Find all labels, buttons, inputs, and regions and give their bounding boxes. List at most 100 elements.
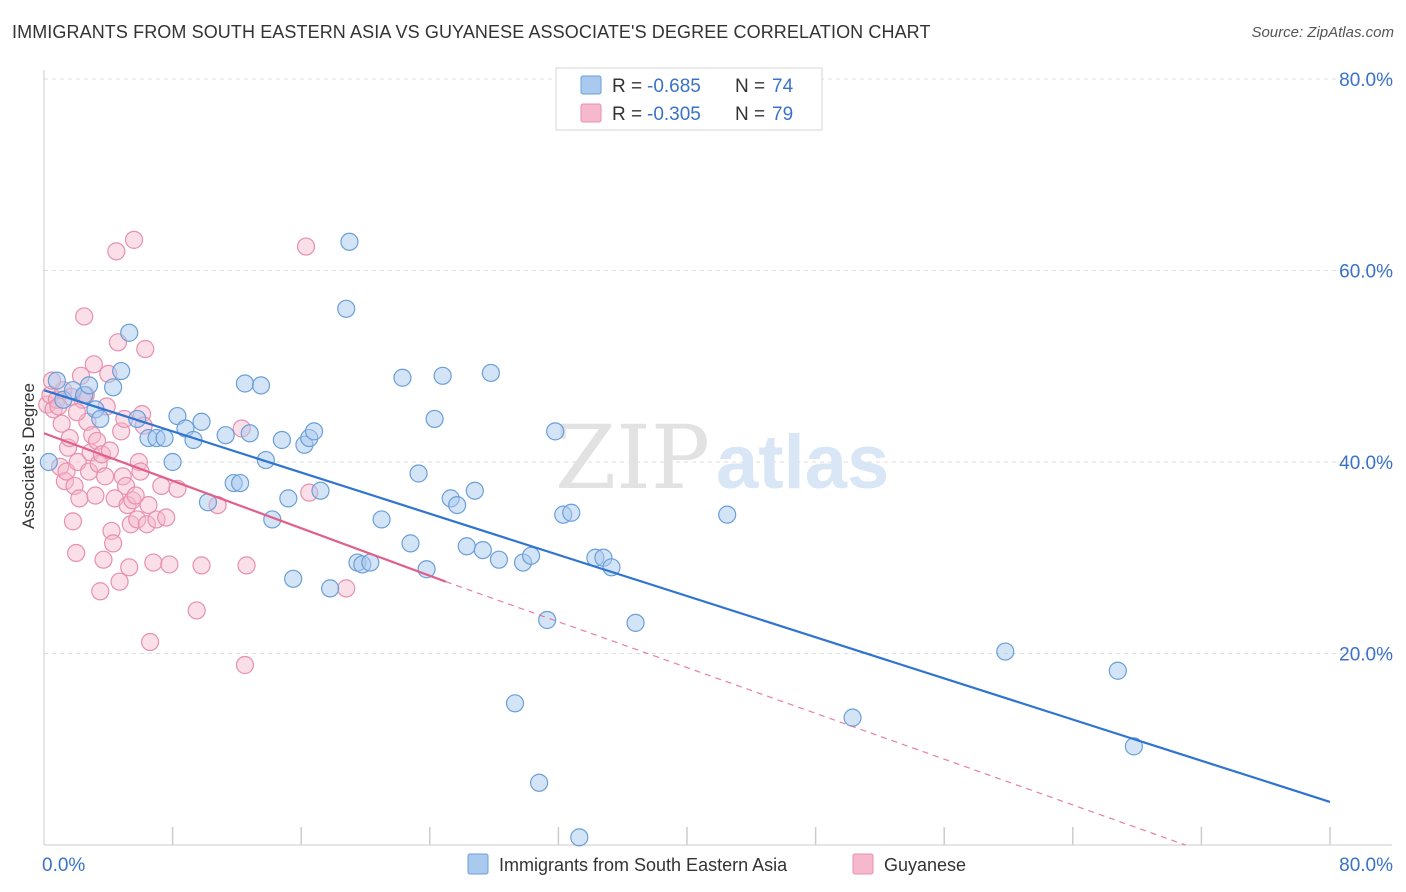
guyanese-point [67,403,87,422]
sea-point [718,505,737,524]
guyanese-point [104,534,123,553]
legend-swatch-pink [580,103,602,123]
guyanese-point [137,515,156,534]
sea-point [843,708,862,727]
watermark-zip: ZIP [555,406,710,509]
sea-point [340,232,359,251]
guyanese-trend-extension [445,581,1186,846]
guyanese-point [124,230,144,249]
sea-points [39,232,1143,847]
guyanese-point [296,237,316,256]
watermark: ZIP atlas [555,406,889,509]
series-legend-swatch-pink [852,853,874,875]
y-tick-label: 40.0% [1339,453,1393,474]
sea-point [372,510,391,529]
y-axis-label: Associate's Degree [19,383,38,529]
guyanese-point [91,582,110,601]
sea-point [505,694,525,713]
guyanese-point [192,556,211,575]
x-tick-label: 80.0% [1339,855,1393,876]
sea-point [304,422,324,441]
guyanese-point [187,601,206,620]
guyanese-point [86,486,105,505]
guyanese-point [120,558,139,577]
sea-point [79,376,99,395]
legend: R = -0.685 N = 74 R = -0.305 N = 79 [555,67,823,131]
sea-point [311,481,330,500]
sea-point [120,323,139,342]
guyanese-point [139,495,158,515]
legend-n-value: 79 [772,104,793,125]
legend-r-label: R = [612,76,642,97]
guyanese-point [94,550,113,569]
chart-title: IMMIGRANTS FROM SOUTH EASTERN ASIA VS GU… [12,22,931,42]
guyanese-point [128,510,147,529]
guyanese-point [136,339,155,359]
guyanese-point [52,414,71,433]
trend-lines [43,389,1331,846]
legend-r-value: -0.685 [647,76,701,97]
sea-point [321,579,340,598]
sea-point [47,371,66,390]
legend-n-label: N = [735,76,765,97]
sea-point [231,473,250,493]
y-tick-label: 20.0% [1339,645,1393,666]
sea-point [279,489,298,508]
guyanese-point [113,467,132,486]
guyanese-point [140,632,160,652]
sea-point [409,464,428,483]
sea-point [91,409,110,429]
sea-point [39,452,58,472]
sea-point [272,430,292,450]
series-legend-swatch-blue [467,853,489,875]
guyanese-point [95,467,115,486]
guyanese-point [75,307,94,326]
guyanese-point [126,486,145,505]
sea-point [163,452,182,472]
sea-trend-line [43,389,1331,803]
guyanese-point [110,572,129,591]
sea-point [104,378,123,397]
guyanese-point [157,508,176,527]
y-tick-label: 60.0% [1339,262,1393,283]
guyanese-point [237,556,256,575]
sea-point [626,613,645,632]
sea-point [425,409,444,429]
sea-point [192,412,211,431]
guyanese-point [87,431,107,451]
sea-point [546,422,565,441]
series-legend-label: Immigrants from South Eastern Asia [499,855,788,875]
sea-point [235,374,255,393]
legend-n-value: 74 [772,76,794,97]
guyanese-point [84,355,103,374]
sea-point [251,376,271,395]
guyanese-point [107,242,126,261]
sea-point [1124,737,1143,756]
sea-point [155,428,174,448]
sea-point [473,540,492,560]
sea-point [489,550,509,569]
sea-point [562,503,581,522]
sea-point [481,363,500,383]
guyanese-trend-line [43,432,447,583]
sea-point [530,773,549,792]
y-tick-labels: 20.0% 40.0% 60.0% 80.0% [1339,70,1393,666]
sea-point [465,481,484,500]
guyanese-point [235,655,255,675]
legend-r-value: -0.305 [647,104,701,125]
guyanese-point [337,579,356,598]
chart-source: Source: ZipAtlas.com [1251,24,1394,41]
guyanese-point [144,553,163,572]
y-tick-label: 80.0% [1339,70,1393,91]
sea-point [457,537,476,556]
guyanese-point [152,476,171,496]
guyanese-point [160,555,179,574]
x-tick-labels: 0.0% 80.0% [42,855,1393,876]
sea-point [337,299,356,318]
sea-point [240,424,259,443]
sea-point [216,426,235,445]
sea-point [1108,661,1127,680]
sea-point [433,366,452,385]
guyanese-point [67,543,86,563]
